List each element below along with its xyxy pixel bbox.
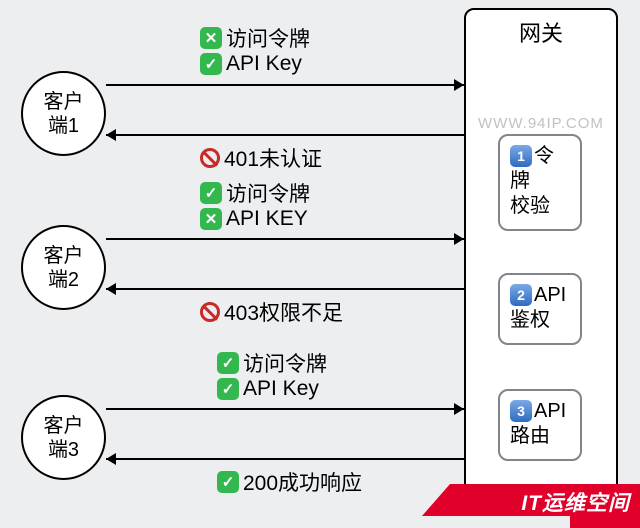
label-text: 访问令牌 [243,348,327,378]
request-1-label-2: API Key [200,52,302,76]
step-number-icon: 2 [510,284,532,306]
request-3-label-2: API Key [217,377,319,401]
cross-icon [200,27,222,49]
label-text: 401未认证 [224,143,322,173]
request-3-label-1: 访问令牌 [217,348,327,378]
client-node-3: 客户端3 [21,395,106,480]
response-3-label-1: 200成功响应 [217,467,362,497]
step-number-icon: 3 [510,400,532,422]
check-icon [217,471,239,493]
banner-text: IT运维空间 [521,487,630,517]
prohibited-icon [200,302,220,322]
gateway-step-2: 2API鉴权 [498,273,582,345]
label-text: 403权限不足 [224,297,343,327]
arrowhead-right-icon [454,403,464,415]
response-arrow-3 [106,458,464,460]
label-text: API KEY [226,207,308,231]
check-icon [200,182,222,204]
step-number-icon: 1 [510,145,532,167]
banner-tail [570,516,640,528]
arrowhead-right-icon [454,233,464,245]
arrowhead-right-icon [454,79,464,91]
check-icon [200,53,222,75]
response-arrow-2 [106,288,464,290]
check-icon [217,352,239,374]
request-2-label-2: API KEY [200,207,308,231]
response-2-label-1: 403权限不足 [200,297,343,327]
watermark: WWW.94IP.COM [478,115,604,132]
label-text: 访问令牌 [226,23,310,53]
gateway-title: 网关 [519,21,563,46]
request-1-label-1: 访问令牌 [200,23,310,53]
label-text: 200成功响应 [243,467,362,497]
arrowhead-left-icon [106,453,116,465]
arrowhead-left-icon [106,283,116,295]
client-node-1: 客户端1 [21,71,106,156]
response-arrow-1 [106,134,464,136]
arrowhead-left-icon [106,129,116,141]
banner: IT运维空间 [450,484,640,516]
gateway-step-3: 3API路由 [498,389,582,461]
gateway-step-1: 1令牌校验 [498,134,582,231]
check-icon [217,378,239,400]
request-arrow-3 [106,408,464,410]
request-arrow-2 [106,238,464,240]
prohibited-icon [200,148,220,168]
cross-icon [200,208,222,230]
label-text: API Key [243,377,319,401]
label-text: 访问令牌 [226,178,310,208]
client-node-2: 客户端2 [21,225,106,310]
request-2-label-1: 访问令牌 [200,178,310,208]
request-arrow-1 [106,84,464,86]
response-1-label-1: 401未认证 [200,143,322,173]
label-text: API Key [226,52,302,76]
